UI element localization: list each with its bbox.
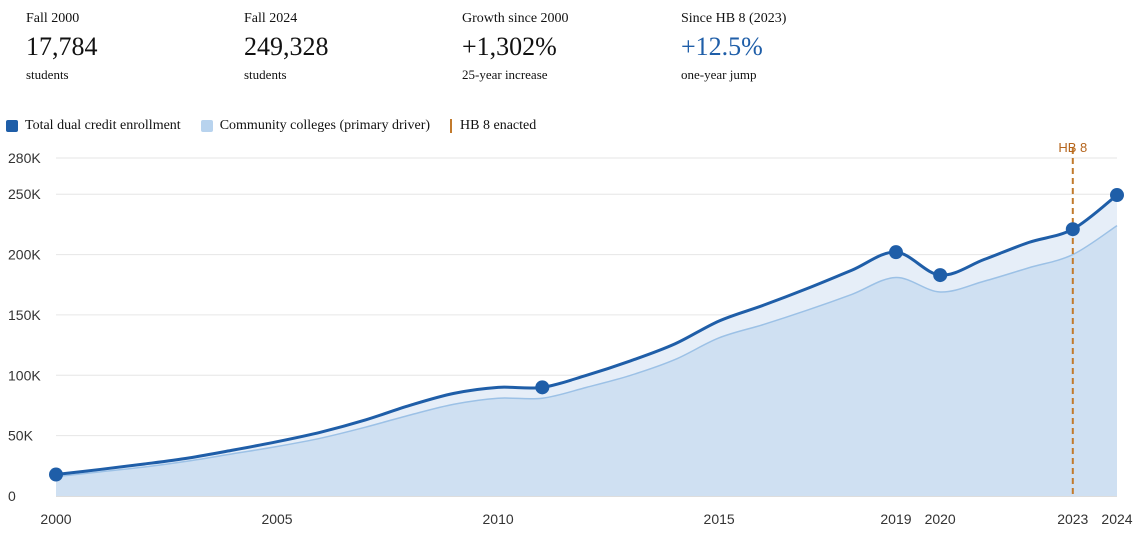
legend-swatch-hb8 <box>450 119 453 133</box>
stat-label: Fall 2000 <box>26 11 80 26</box>
stat-sub: one-year jump <box>681 67 757 82</box>
stat-value: +12.5% <box>681 32 763 61</box>
data-markers <box>49 188 1124 482</box>
x-tick-label: 2019 <box>880 511 911 527</box>
y-tick-label: 280K <box>8 150 41 166</box>
stat-fall-2024: Fall 2024 249,328 students <box>244 10 454 84</box>
y-tick-label: 50K <box>8 428 34 444</box>
stat-since-hb8: Since HB 8 (2023) +12.5% one-year jump <box>681 10 891 84</box>
data-point <box>933 268 948 283</box>
stat-label: Since HB 8 (2023) <box>681 11 787 26</box>
legend-item-community-colleges: Community colleges (primary driver) <box>200 118 431 134</box>
x-tick-label: 2000 <box>40 511 71 527</box>
y-tick-label: 250K <box>8 186 41 202</box>
stat-value: 17,784 <box>26 32 98 61</box>
x-tick-label: 2023 <box>1057 511 1088 527</box>
x-tick-label: 2020 <box>925 511 956 527</box>
data-point <box>1110 188 1124 203</box>
stat-sub: 25-year increase <box>462 67 548 82</box>
area-layers <box>56 195 1117 496</box>
stat-growth: Growth since 2000 +1,302% 25-year increa… <box>462 10 672 84</box>
x-tick-label: 2024 <box>1101 511 1132 527</box>
community-colleges-line <box>55 224 1118 478</box>
legend-label: Community colleges (primary driver) <box>219 118 431 133</box>
legend-swatch-total <box>6 120 18 132</box>
stat-sub: students <box>26 67 69 82</box>
chart-legend: Total dual credit enrollment Community c… <box>6 116 556 136</box>
stats-row: Fall 2000 17,784 students Fall 2024 249,… <box>0 0 1138 100</box>
x-axis: 2000 2005 2010 2015 2019 2020 2023 2024 <box>40 511 1132 527</box>
legend-swatch-community-colleges <box>200 120 213 132</box>
stat-label: Growth since 2000 <box>462 11 569 26</box>
legend-item-total: Total dual credit enrollment <box>6 118 181 134</box>
legend-label: HB 8 enacted <box>460 118 537 133</box>
stat-fall-2000: Fall 2000 17,784 students <box>26 10 236 84</box>
data-point <box>1065 222 1080 237</box>
y-tick-label: 200K <box>8 247 41 263</box>
y-tick-label: 150K <box>8 307 41 323</box>
hb8-label: HB 8 <box>1058 140 1087 155</box>
x-tick-label: 2015 <box>704 511 735 527</box>
stat-value: 249,328 <box>244 32 329 61</box>
stat-sub: students <box>244 67 287 82</box>
legend-item-hb8: HB 8 enacted <box>450 118 536 134</box>
data-point <box>49 467 63 482</box>
legend-label: Total dual credit enrollment <box>25 118 181 133</box>
stat-value: +1,302% <box>462 32 557 61</box>
x-tick-label: 2005 <box>261 511 292 527</box>
data-point <box>535 380 550 395</box>
y-axis: 0 50K 100K 150K 200K 250K 280K <box>8 150 41 504</box>
y-tick-label: 0 <box>8 488 16 504</box>
stat-label: Fall 2024 <box>244 11 298 26</box>
x-tick-label: 2010 <box>483 511 514 527</box>
community-colleges-area <box>56 225 1117 496</box>
data-point <box>888 245 903 260</box>
y-tick-label: 100K <box>8 367 41 383</box>
hb8-annotation: HB 8 <box>1058 140 1087 496</box>
